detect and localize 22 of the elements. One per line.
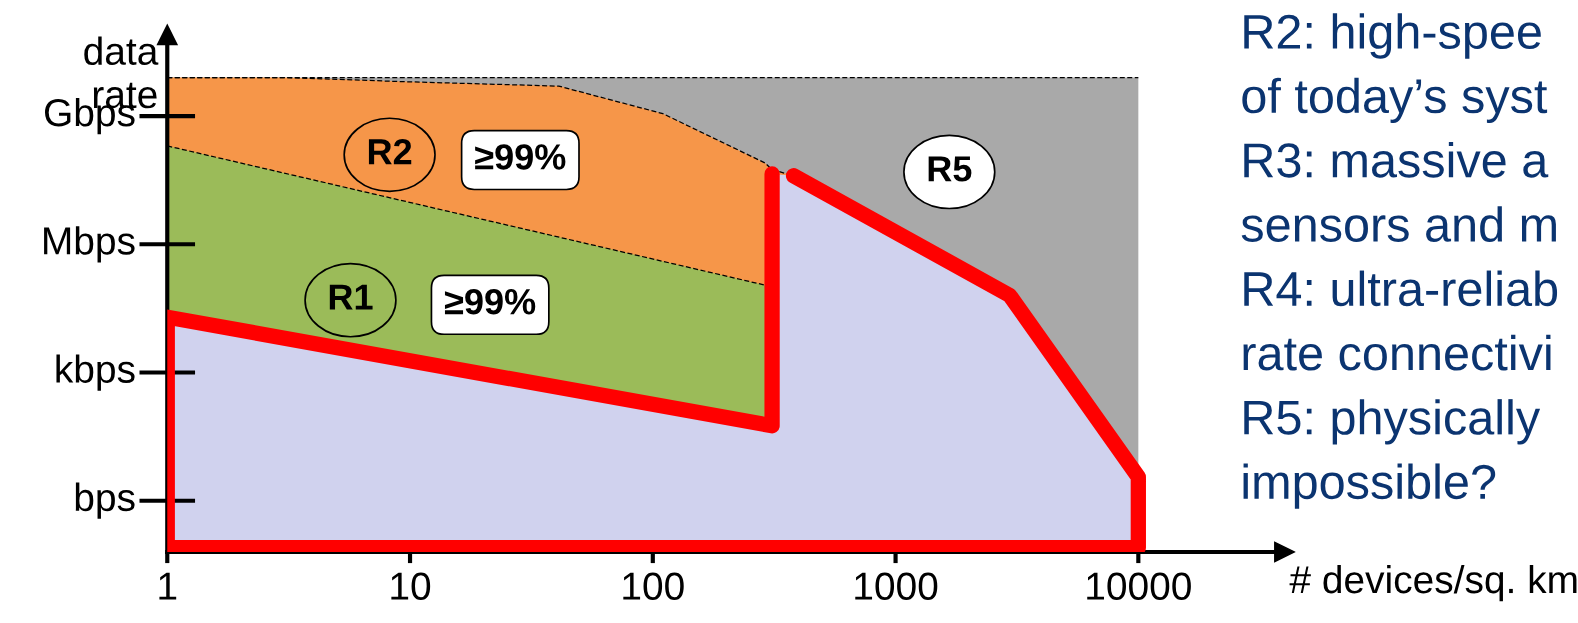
annotation: R1 (329, 284, 373, 310)
annotation: rate connectivi (1243, 334, 1551, 371)
x-tick-label: 10000 (1087, 572, 1191, 600)
x-tick-label: 10 (391, 572, 431, 600)
x-tick-label: 1000 (855, 572, 938, 600)
annotation: impossible? (1243, 463, 1496, 509)
text: R2: high-spee (1244, 13, 1541, 59)
x-tick-label: 1 (159, 572, 177, 600)
annotation: ≥99% (475, 144, 566, 170)
annotation: R5 (928, 156, 972, 182)
text: Mbps (44, 226, 135, 263)
annotation: R3: massive a (1244, 141, 1549, 178)
text: bps (75, 482, 135, 519)
x-axis-title: # devices/sq. km (1289, 564, 1577, 602)
annotation: ≥99% (444, 288, 536, 315)
annotation: R2 (368, 138, 412, 165)
annotation: R5: physically (1244, 399, 1541, 445)
annotation: sensors and m (1241, 206, 1556, 242)
annotation: of today’s syst (1242, 77, 1548, 123)
annotation: R4: ultra-reliab (1244, 270, 1558, 307)
text: kbps (56, 354, 135, 391)
x-tick-label: 100 (623, 572, 684, 600)
